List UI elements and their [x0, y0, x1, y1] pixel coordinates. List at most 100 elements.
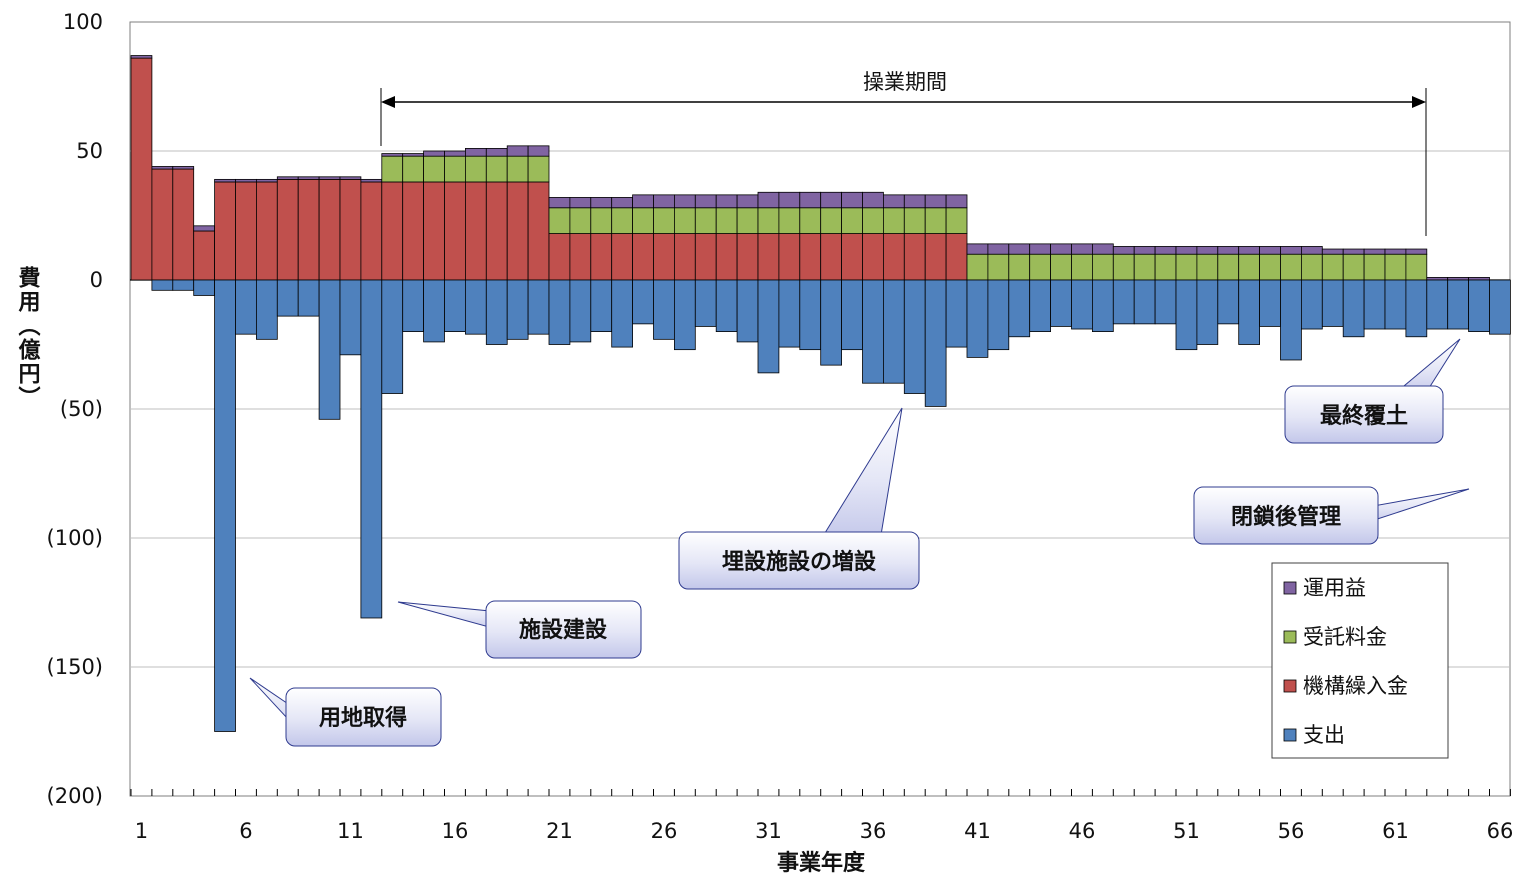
bar-segment	[1259, 253, 1281, 281]
bar-segment	[611, 279, 634, 348]
bar-segment	[757, 191, 780, 209]
bar-segment	[569, 207, 592, 234]
bar-segment	[569, 197, 592, 209]
bar-segment	[715, 233, 738, 281]
bar-segment	[799, 191, 822, 209]
bar-segment	[1217, 246, 1240, 255]
x-tick-label: 46	[1069, 819, 1096, 843]
bar-segment	[506, 279, 529, 340]
bar-segment	[1175, 253, 1198, 281]
bar-segment	[214, 279, 236, 732]
bar-segment	[945, 207, 968, 234]
bar-segment	[464, 181, 487, 281]
y-tick-label: 50	[76, 139, 103, 163]
bar-segment	[506, 145, 529, 157]
bar-segment	[1342, 248, 1365, 255]
bar-segment	[318, 279, 341, 420]
bar-segment	[611, 233, 634, 281]
bar-segment	[883, 207, 905, 234]
bar-segment	[653, 233, 675, 281]
legend-swatch	[1283, 728, 1297, 742]
bar-segment	[444, 279, 466, 332]
bar-segment	[276, 178, 299, 281]
bar-segment	[653, 207, 675, 234]
bar-segment	[1259, 279, 1281, 327]
bar-segment	[1175, 279, 1198, 351]
bar-segment	[172, 166, 195, 170]
bar-segment	[736, 233, 759, 281]
bar-segment	[1238, 246, 1260, 255]
bar-segment	[841, 233, 863, 281]
bar-segment	[423, 181, 445, 281]
bar-segment	[1321, 248, 1344, 255]
bar-segment	[402, 279, 425, 332]
bar-segment	[1342, 279, 1365, 338]
bar-segment	[841, 207, 863, 234]
bar-segment	[1363, 253, 1386, 281]
bar-segment	[297, 279, 320, 317]
y-tick-labels: 100 50 0 (50) (100) (150) (200)	[47, 10, 103, 808]
bar-segment	[736, 194, 759, 209]
bar-segment	[1092, 279, 1114, 332]
bar-segment	[444, 181, 466, 281]
bar-segment	[1280, 246, 1302, 255]
bar-segment	[130, 55, 153, 59]
legend-label: 受託料金	[1303, 625, 1387, 649]
svg-text:用地取得: 用地取得	[319, 705, 407, 731]
bar-segment	[820, 279, 843, 366]
bar-segment	[674, 233, 696, 281]
bar-segment	[694, 279, 717, 327]
bar-segment	[1071, 253, 1093, 281]
bar-segment	[903, 233, 926, 281]
bar-segment	[1196, 246, 1219, 255]
bar-segment	[1112, 253, 1135, 281]
bar-segment	[548, 207, 571, 234]
bar-segment	[1071, 279, 1093, 330]
bar-segment	[924, 233, 947, 281]
bar-segment	[1133, 279, 1156, 325]
bar-segment	[464, 155, 487, 183]
bar-segment	[590, 197, 613, 209]
bar-segment	[1384, 279, 1407, 330]
y-tick-label: (200)	[47, 784, 103, 808]
x-axis-ticks: 1 6 11 16 21 26 31 36 41 46 51 56 61 66	[130, 789, 1513, 843]
y-tick-label: 100	[63, 10, 103, 34]
bar-segment	[1238, 253, 1260, 281]
bar-segment	[799, 207, 822, 234]
bar-segment	[506, 181, 529, 281]
bar-segment	[464, 279, 487, 335]
bar-segment	[444, 155, 466, 183]
bar-segment	[402, 181, 425, 281]
bar-segment	[924, 207, 947, 234]
bar-segment	[778, 233, 801, 281]
x-tick-label: 31	[755, 819, 782, 843]
callout-disposal-expansion: 埋設施設の増設	[678, 407, 920, 590]
bar-segment	[862, 233, 884, 281]
bar-segment	[151, 279, 174, 291]
bar-segment	[632, 233, 654, 281]
bar-segment	[1447, 279, 1469, 330]
bar-segment	[255, 279, 278, 340]
bar-segment	[255, 178, 278, 183]
bar-segment	[527, 155, 550, 183]
bar-segment	[820, 207, 843, 234]
bar-segment	[736, 207, 759, 234]
bar-segment	[1217, 253, 1240, 281]
bar-segment	[987, 243, 1010, 255]
bar-segment	[862, 207, 884, 234]
y-tick-label: (100)	[47, 526, 103, 550]
bar-segment	[757, 279, 780, 374]
bar-segment	[193, 230, 215, 281]
bar-segment	[1008, 243, 1031, 255]
bar-segment	[318, 176, 341, 180]
bar-segment	[1092, 253, 1114, 281]
x-tick-label: 16	[442, 819, 469, 843]
bar-segment	[1405, 248, 1428, 255]
bar-segment	[1405, 253, 1428, 281]
svg-text:最終覆土: 最終覆土	[1320, 403, 1408, 429]
bar-segment	[1468, 279, 1490, 332]
x-tick-label: 36	[860, 819, 887, 843]
svg-text:閉鎖後管理: 閉鎖後管理	[1231, 504, 1341, 530]
